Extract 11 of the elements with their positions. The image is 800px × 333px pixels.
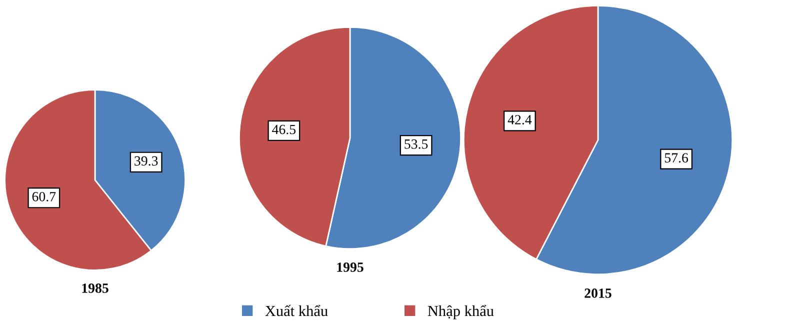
data-label: 57.6 bbox=[664, 153, 688, 163]
text: 2015 bbox=[584, 288, 612, 298]
text: 1985 bbox=[82, 284, 108, 293]
data-label: 53.5 bbox=[404, 139, 428, 149]
data-label: 39.3 bbox=[134, 156, 158, 166]
text: 1995 bbox=[337, 262, 364, 272]
data-label: 60.7 bbox=[32, 192, 56, 202]
data-label: 42.4 bbox=[508, 115, 532, 124]
legend-label: Xuất khẩu bbox=[265, 304, 328, 316]
data-label: 46.5 bbox=[272, 124, 296, 134]
legend-label: Nhập khẩu bbox=[428, 304, 494, 320]
